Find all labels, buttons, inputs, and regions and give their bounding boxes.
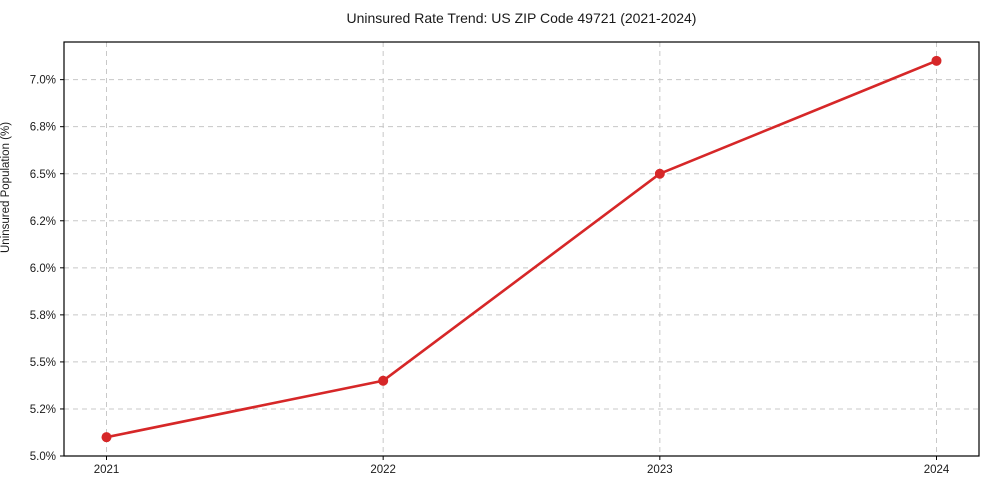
y-tick-label: 5.8% <box>30 310 56 322</box>
chart-title: Uninsured Rate Trend: US ZIP Code 49721 … <box>346 10 697 26</box>
y-tick-label: 5.2% <box>30 404 56 416</box>
y-tick-label: 6.2% <box>30 216 56 228</box>
y-tick-label: 6.0% <box>30 263 56 275</box>
y-tick-label: 6.8% <box>30 122 56 134</box>
y-tick-label: 5.0% <box>30 451 56 463</box>
x-tick-label: 2021 <box>94 464 120 476</box>
data-point <box>654 168 665 179</box>
plot-frame <box>63 41 980 457</box>
data-point <box>931 55 942 66</box>
x-tick-label: 2022 <box>370 464 396 476</box>
x-tick-label: 2023 <box>647 464 673 476</box>
y-tick-label: 7.0% <box>30 75 56 87</box>
data-point <box>101 432 112 443</box>
y-tick-label: 6.5% <box>30 169 56 181</box>
trend-line-series <box>105 59 938 439</box>
x-tick-label: 2024 <box>924 464 950 476</box>
data-point <box>378 375 389 386</box>
y-tick-label: 5.5% <box>30 357 56 369</box>
